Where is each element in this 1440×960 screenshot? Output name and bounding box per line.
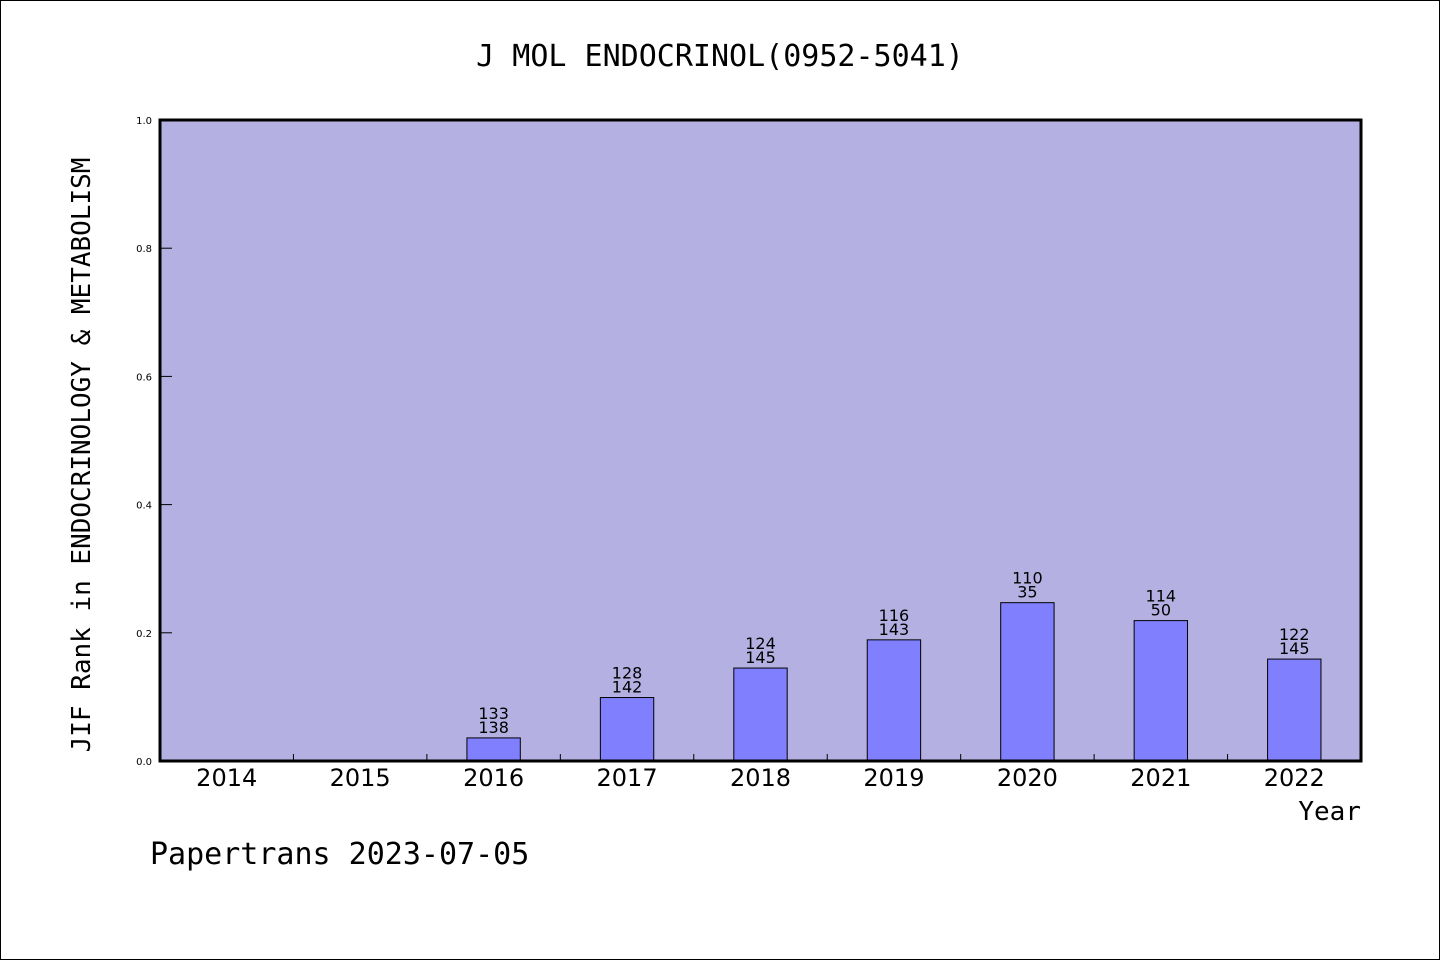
ticks-layer: 0.0 0.2 0.4 0.6 0.8 1.0 2014 2015 2016 2017 2018 20…: [136, 116, 1325, 792]
data-label-total: 50: [1151, 601, 1171, 620]
data-label-rank: 116: [879, 606, 910, 625]
data-label-total: 35: [1017, 583, 1037, 602]
bar-2020: [1000, 602, 1055, 762]
data-label-rank: 124: [745, 634, 776, 653]
y-tick-label: 0.0: [136, 757, 152, 768]
bar-2021: [1133, 620, 1189, 762]
bar-2017: [599, 697, 655, 762]
bar-2016: [466, 737, 521, 762]
data-label-rank: 133: [478, 704, 509, 723]
x-tick-label: 2019: [863, 764, 924, 792]
x-axis-label: Year: [1298, 797, 1361, 827]
data-label-rank: 122: [1279, 625, 1310, 644]
chart-title: J MOL ENDOCRINOL(0952-5041): [476, 39, 964, 74]
x-tick-label: 2022: [1264, 764, 1325, 792]
bar-2018: [733, 667, 788, 762]
data-label-total: 143: [879, 620, 910, 639]
x-tick-label: 2021: [1130, 764, 1191, 792]
y-axis-label: JIF Rank in ENDOCRINOLOGY & METABOLISM: [67, 158, 97, 753]
x-tick-label: 2014: [196, 764, 257, 792]
y-tick-label: 0.2: [136, 629, 152, 640]
data-label-total: 145: [1279, 639, 1310, 658]
plot-border: [158, 118, 1363, 763]
data-label-rank: 128: [612, 664, 643, 683]
bar-2022: [1267, 658, 1322, 762]
data-label-total: 142: [612, 678, 643, 697]
data-label-rank: 114: [1146, 587, 1177, 606]
data-label-total: 145: [745, 648, 776, 667]
x-tick-label: 2017: [597, 764, 658, 792]
y-tick-label: 0.8: [136, 244, 152, 255]
data-label-rank: 110: [1012, 569, 1043, 588]
y-tick-label: 1.0: [136, 116, 152, 127]
bar-2019: [866, 639, 922, 762]
x-tick-label: 2015: [330, 764, 391, 792]
y-tick-label: 0.6: [136, 372, 152, 383]
footer-date-text: Papertrans 2023-07-05: [150, 837, 529, 872]
data-label-total: 138: [478, 718, 509, 737]
y-tick-label: 0.4: [136, 501, 152, 512]
x-tick-label: 2016: [463, 764, 524, 792]
x-tick-label: 2018: [730, 764, 791, 792]
x-tick-label: 2020: [997, 764, 1058, 792]
